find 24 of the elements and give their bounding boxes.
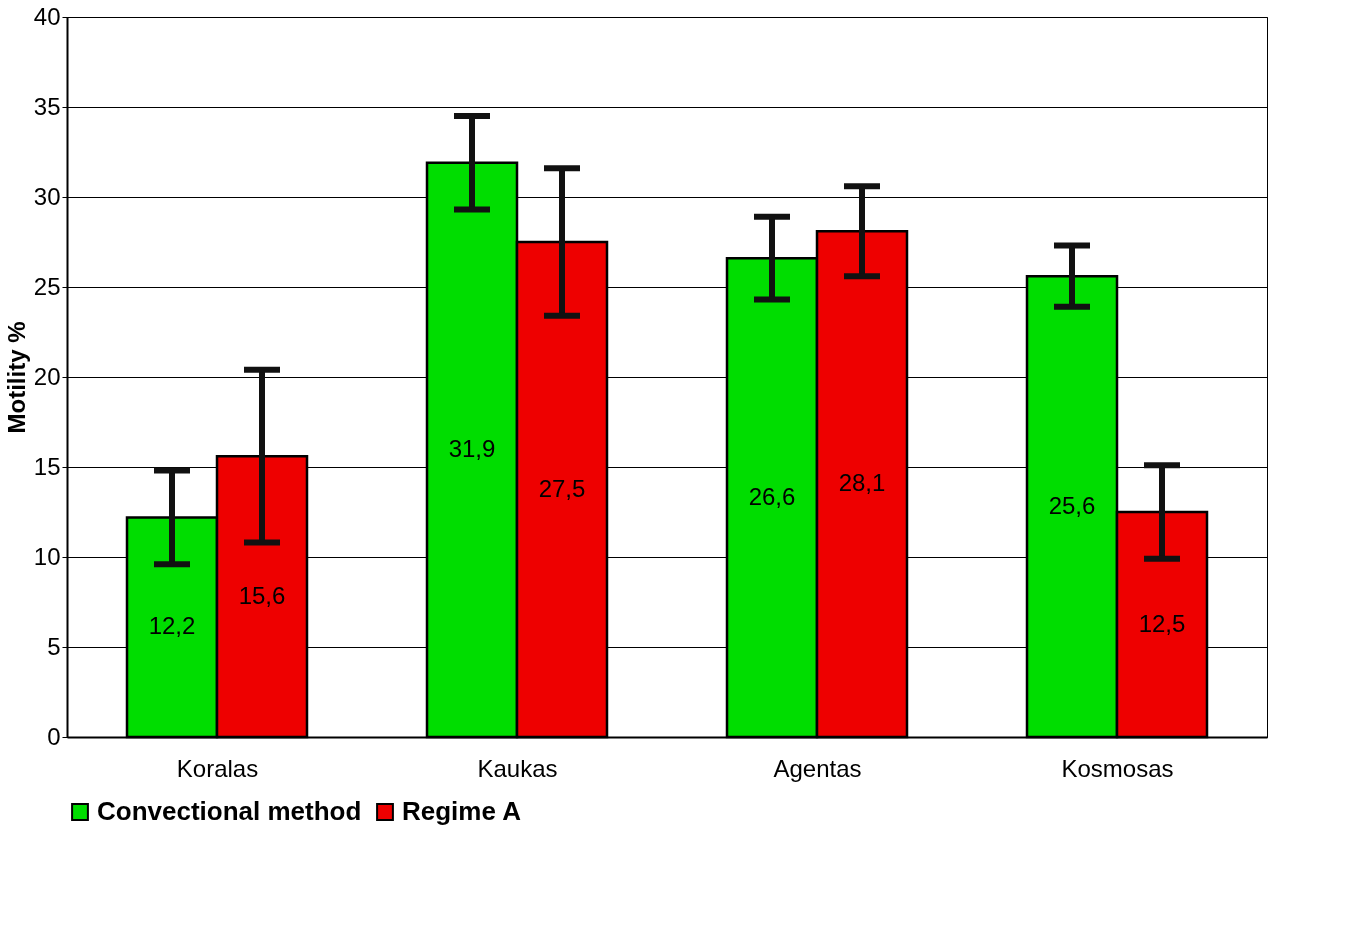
x-tick-label: Kosmosas [1061, 754, 1174, 782]
data-label: 12,2 [148, 612, 196, 640]
x-tick-label: Kaukas [477, 754, 558, 782]
legend-label: Regime A [402, 796, 522, 826]
data-label: 31,9 [448, 434, 496, 462]
y-tick-label: 10 [33, 542, 61, 570]
y-axis-title: Motility % [2, 321, 30, 434]
data-label: 28,1 [838, 469, 886, 497]
y-tick-label: 40 [33, 2, 61, 30]
y-tick-label: 5 [47, 632, 61, 660]
x-tick-label: Koralas [176, 754, 259, 782]
y-tick-label: 0 [47, 722, 61, 750]
legend-label: Convectional method [97, 796, 362, 826]
data-label: 25,6 [1048, 491, 1096, 519]
data-label: 12,5 [1138, 609, 1186, 637]
data-label: 27,5 [538, 474, 586, 502]
data-label: 15,6 [238, 581, 286, 609]
y-tick-label: 30 [33, 182, 61, 210]
data-label: 26,6 [748, 482, 796, 510]
y-tick-label: 15 [33, 452, 61, 480]
y-tick-label: 20 [33, 362, 61, 390]
y-tick-label: 25 [33, 272, 61, 300]
y-tick-label: 35 [33, 92, 61, 120]
x-tick-label: Agentas [773, 754, 862, 782]
